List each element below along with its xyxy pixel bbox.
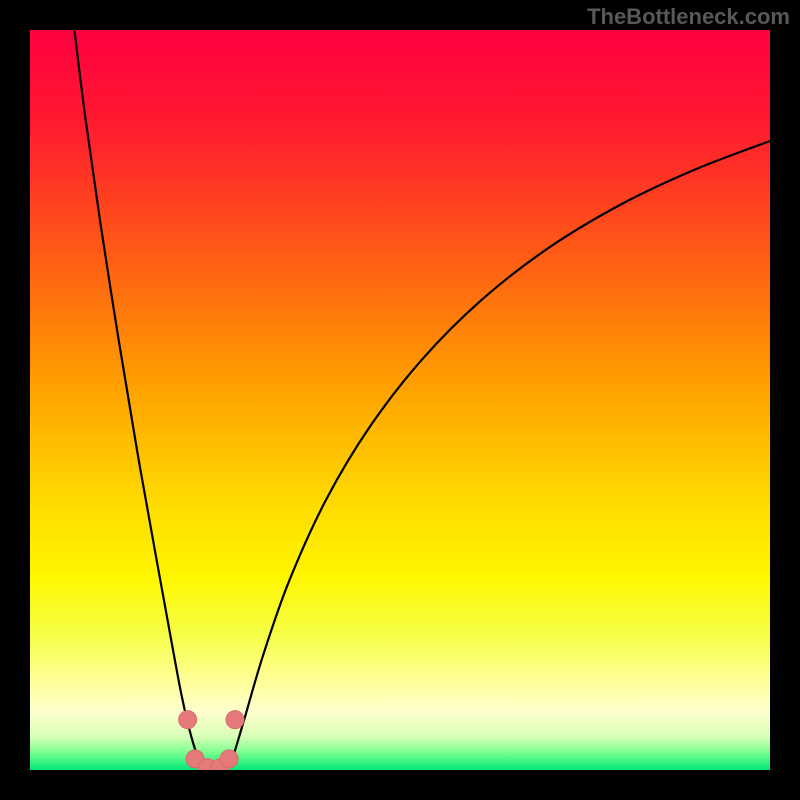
bottleneck-chart [0,0,800,800]
watermark-text: TheBottleneck.com [587,4,790,30]
chart-container: TheBottleneck.com [0,0,800,800]
plot-gradient-background [30,30,770,770]
data-marker [179,711,197,729]
data-marker [226,711,244,729]
data-marker [220,750,238,768]
